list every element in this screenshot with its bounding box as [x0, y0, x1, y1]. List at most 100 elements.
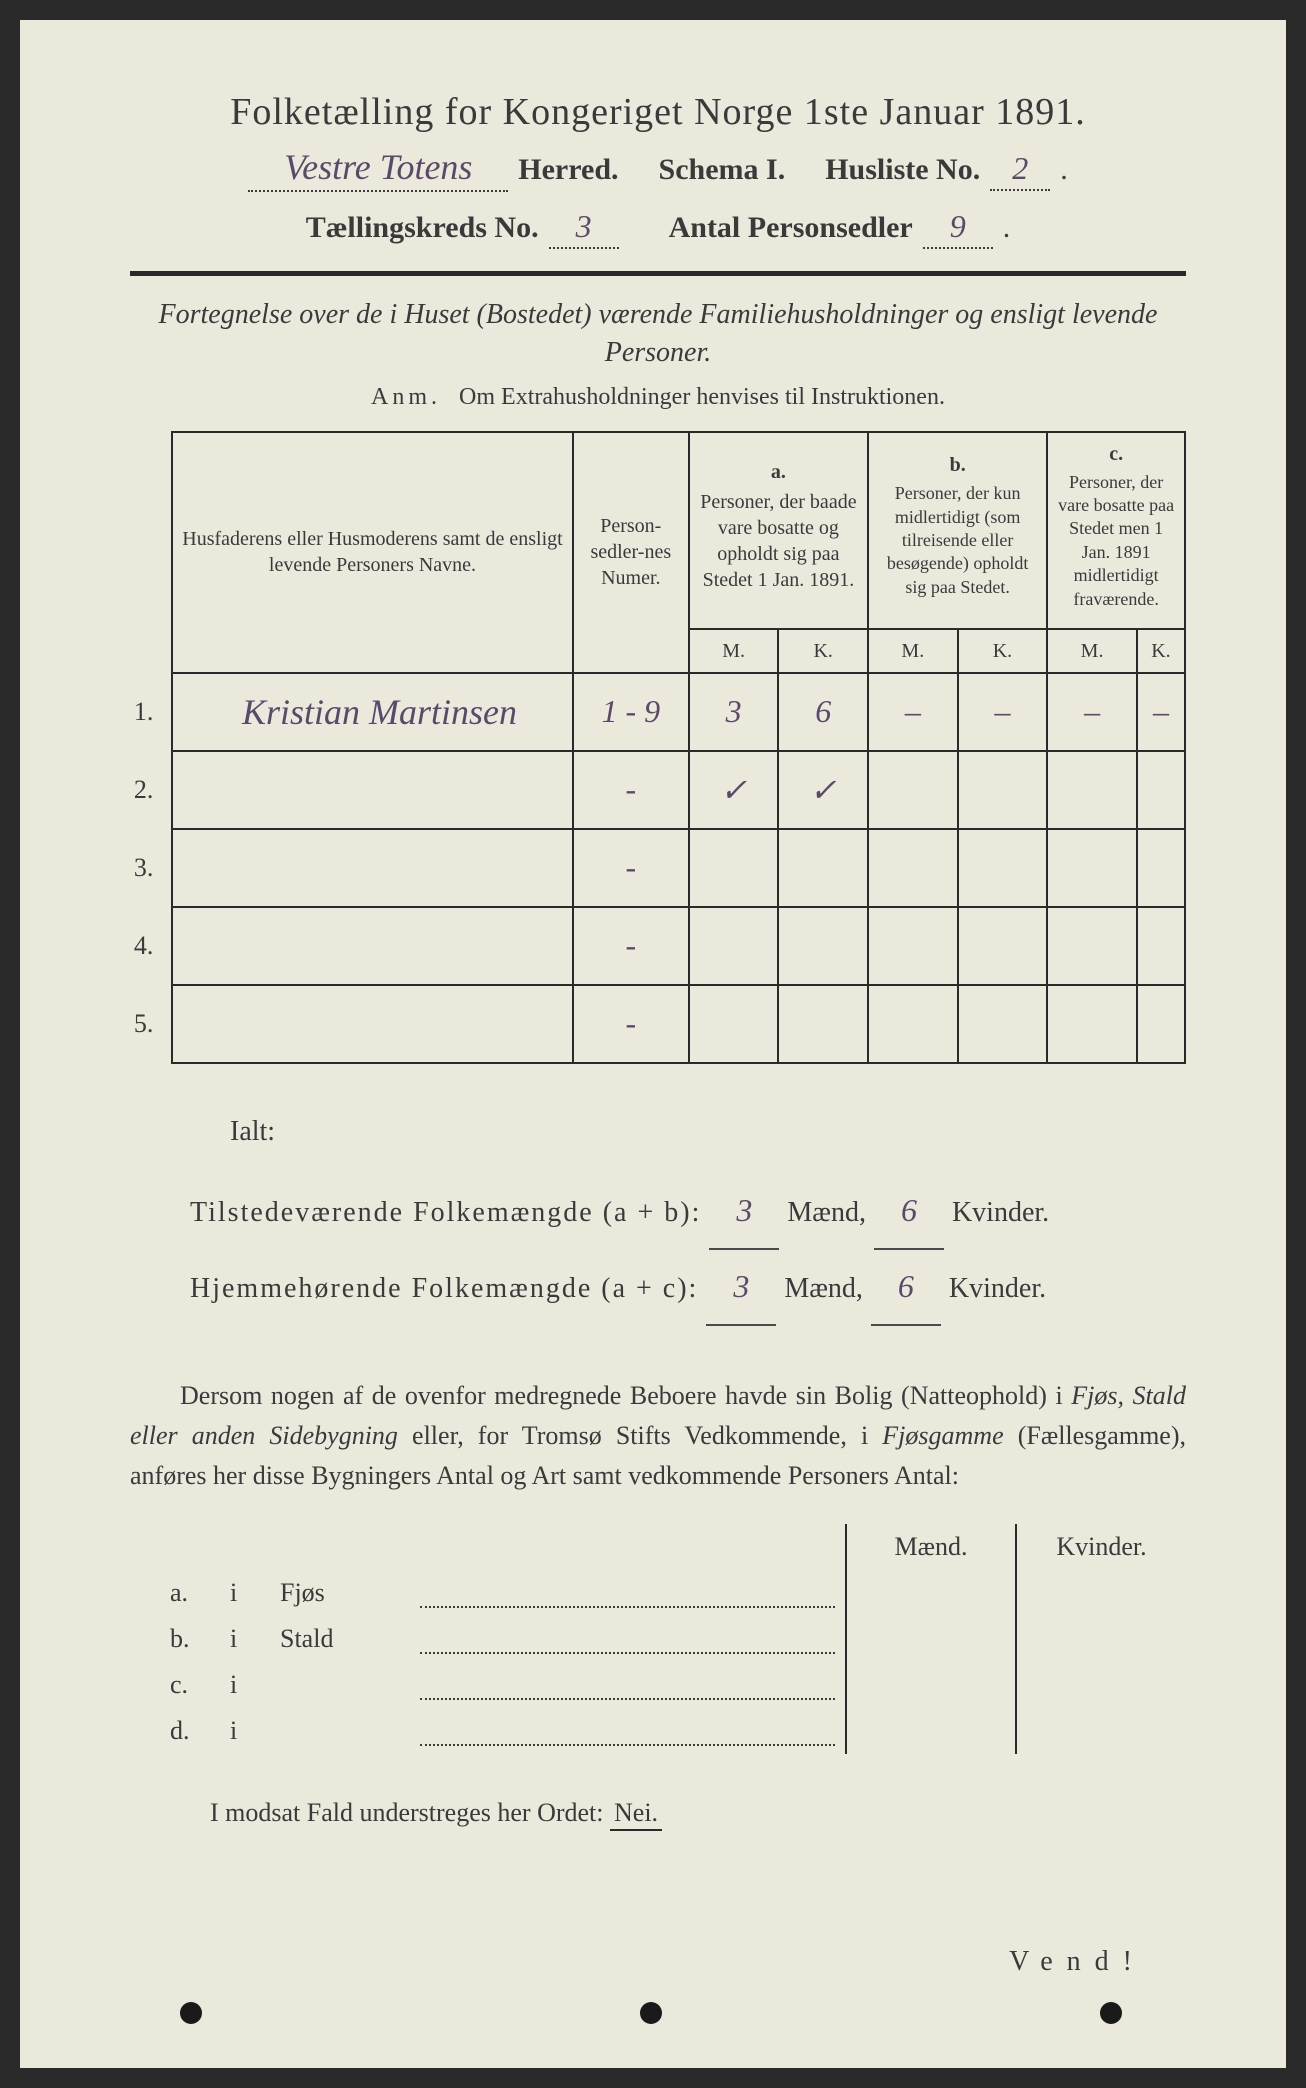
census-form-page: Folketælling for Kongeriget Norge 1ste J… [20, 20, 1286, 2068]
ob-label: Stald [270, 1616, 410, 1662]
col-a-k: K. [778, 629, 868, 673]
totals-block: Ialt: Tilstedeværende Folkemængde (a + b… [190, 1100, 1186, 1326]
ob-dotted-line [420, 1678, 835, 1700]
name-cell [172, 907, 573, 985]
name-cell [172, 985, 573, 1063]
header-line-2: Vestre Totens Herred. Schema I. Husliste… [130, 146, 1186, 192]
ob-i: i [220, 1616, 270, 1662]
nei-word: Nei. [610, 1798, 662, 1831]
anm-text: Om Extrahusholdninger henvises til Instr… [459, 384, 945, 410]
outbuild-head-maend: Mænd. [846, 1524, 1016, 1570]
ob-letter: d. [160, 1708, 220, 1754]
outbuild-row: d.i [160, 1708, 1186, 1754]
b-m-cell: – [868, 673, 958, 751]
ob-letter: a. [160, 1570, 220, 1616]
anm-label: Anm. [371, 384, 441, 410]
antal-value: 9 [923, 208, 993, 249]
row-number: 4. [130, 907, 172, 985]
husliste-label: Husliste No. [825, 153, 980, 187]
ob-i: i [220, 1570, 270, 1616]
c-k-cell [1137, 829, 1185, 907]
col-header-numer: Person-sedler-nes Numer. [573, 432, 689, 673]
ob-maend-val [846, 1662, 1016, 1708]
c-k-cell [1137, 907, 1185, 985]
table-row: 5. - [130, 985, 1185, 1063]
b-m-cell [868, 829, 958, 907]
kreds-value: 3 [549, 208, 619, 249]
outbuild-row: a.iFjøs [160, 1570, 1186, 1616]
b-k-cell [958, 751, 1048, 829]
a-k-cell [778, 829, 868, 907]
row-number: 5. [130, 985, 172, 1063]
ob-dotted-line [420, 1632, 835, 1654]
present-kvinder: 6 [874, 1174, 944, 1250]
outbuild-row: b.iStald [160, 1616, 1186, 1662]
ob-label: Fjøs [270, 1570, 410, 1616]
row-number: 2. [130, 751, 172, 829]
c-m-cell: – [1047, 673, 1137, 751]
resident-kvinder: 6 [871, 1250, 941, 1326]
row-number: 1. [130, 673, 172, 751]
c-m-cell [1047, 829, 1137, 907]
ob-i: i [220, 1662, 270, 1708]
ob-maend-val [846, 1570, 1016, 1616]
schema-label: Schema I. [659, 153, 786, 187]
ob-kvinder-val [1016, 1616, 1186, 1662]
herred-label: Herred. [518, 153, 618, 187]
c-k-cell [1137, 751, 1185, 829]
numer-cell: - [573, 907, 689, 985]
c-m-cell [1047, 907, 1137, 985]
numer-cell: 1 - 9 [573, 673, 689, 751]
a-m-cell [689, 985, 779, 1063]
divider-rule [130, 271, 1186, 276]
name-cell: Kristian Martinsen [172, 673, 573, 751]
c-m-cell [1047, 985, 1137, 1063]
col-a-m: M. [689, 629, 779, 673]
b-k-cell: – [958, 673, 1048, 751]
vend-label: Vend! [1009, 1946, 1146, 1978]
herred-value: Vestre Totens [248, 146, 508, 192]
b-k-cell [958, 907, 1048, 985]
a-k-cell [778, 985, 868, 1063]
punch-hole [1100, 2002, 1122, 2024]
c-m-cell [1047, 751, 1137, 829]
a-k-cell [778, 907, 868, 985]
nei-line: I modsat Fald understreges her Ordet: Ne… [210, 1798, 1186, 1828]
table-row: 1.Kristian Martinsen1 - 936–––– [130, 673, 1185, 751]
b-m-cell [868, 751, 958, 829]
household-table: Husfaderens eller Husmoderens samt de en… [130, 431, 1186, 1064]
outbuilding-paragraph: Dersom nogen af de ovenfor medregnede Be… [130, 1376, 1186, 1497]
name-cell [172, 829, 573, 907]
a-m-cell: 3 [689, 673, 779, 751]
a-k-cell: ✓ [778, 751, 868, 829]
col-b-m: M. [868, 629, 958, 673]
ob-label [270, 1662, 410, 1708]
b-k-cell [958, 829, 1048, 907]
punch-hole [180, 2002, 202, 2024]
ob-label [270, 1708, 410, 1754]
col-b-k: K. [958, 629, 1048, 673]
b-k-cell [958, 985, 1048, 1063]
numer-cell: - [573, 829, 689, 907]
name-cell [172, 751, 573, 829]
a-m-cell [689, 829, 779, 907]
ob-kvinder-val [1016, 1662, 1186, 1708]
col-header-names: Husfaderens eller Husmoderens samt de en… [172, 432, 573, 673]
ob-kvinder-val [1016, 1708, 1186, 1754]
husliste-value: 2 [990, 150, 1050, 191]
kreds-label: Tællingskreds No. [306, 211, 539, 245]
present-maend: 3 [709, 1174, 779, 1250]
table-row: 2.-✓✓ [130, 751, 1185, 829]
table-row: 4. - [130, 907, 1185, 985]
header-line-3: Tællingskreds No. 3 Antal Personsedler 9… [130, 208, 1186, 249]
form-subtitle: Fortegnelse over de i Huset (Bostedet) v… [130, 296, 1186, 372]
col-group-b: b. Personer, der kun midlertidigt (som t… [868, 432, 1047, 619]
b-m-cell [868, 985, 958, 1063]
col-group-a: a. Personer, der baade vare bosatte og o… [689, 432, 868, 619]
outbuild-head-kvinder: Kvinder. [1016, 1524, 1186, 1570]
ob-letter: c. [160, 1662, 220, 1708]
a-m-cell: ✓ [689, 751, 779, 829]
numer-cell: - [573, 985, 689, 1063]
antal-label: Antal Personsedler [669, 211, 913, 245]
ob-dotted-line [420, 1586, 835, 1608]
